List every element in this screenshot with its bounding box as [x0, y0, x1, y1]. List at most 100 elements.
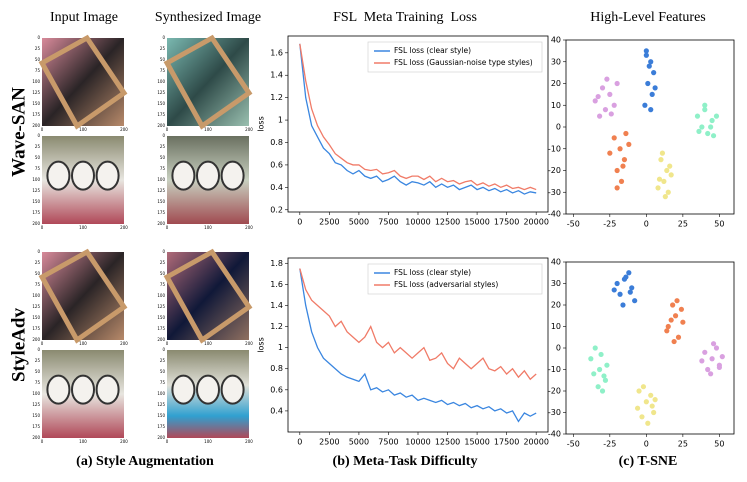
point: [597, 366, 603, 373]
point: [713, 345, 720, 351]
point: [699, 124, 705, 130]
point: [623, 130, 629, 137]
point: [604, 362, 610, 368]
image-tick: 125: [32, 90, 40, 95]
image-tick: 125: [157, 402, 165, 407]
image-tick: 25: [160, 46, 166, 51]
y-tick-label: 0: [556, 344, 561, 353]
image-tick: 200: [120, 341, 128, 346]
y-tick-label: 20: [551, 301, 561, 310]
image-tick: 0: [41, 127, 44, 132]
x-tick-label: 12500: [435, 438, 460, 447]
image-tick: 175: [157, 424, 165, 429]
point: [614, 280, 620, 287]
point: [651, 70, 657, 76]
y-axis-label: loss: [257, 337, 266, 352]
point: [604, 76, 610, 82]
point: [643, 48, 649, 54]
x-tick-label: 15000: [464, 438, 489, 447]
image-tick: 200: [120, 225, 128, 230]
x-tick-label: 7500: [378, 438, 398, 447]
image-tick: 75: [35, 166, 41, 171]
image-tick: 200: [157, 337, 165, 342]
point: [708, 371, 714, 377]
x-tick-label: 50: [714, 220, 724, 229]
point: [652, 85, 658, 91]
y-tick-label: 0.8: [270, 138, 283, 147]
point: [702, 102, 708, 108]
legend-label: FSL loss (clear style): [394, 46, 471, 55]
point: [708, 124, 714, 130]
y-tick-label: -10: [548, 365, 561, 374]
image-tick: 150: [157, 199, 165, 204]
legend-label: FSL loss (Gaussian-noise type styles): [394, 58, 533, 67]
point: [618, 178, 625, 184]
point: [664, 167, 670, 174]
image-tick: 200: [245, 127, 253, 132]
point: [652, 397, 658, 403]
image-tick: 25: [160, 260, 166, 265]
header-features: High-Level Features: [590, 10, 705, 25]
y-tick-label: 30: [551, 279, 561, 288]
x-tick-label: 25: [678, 220, 688, 229]
image-tick: 200: [120, 439, 128, 444]
caption: (c) T-SNE: [619, 454, 678, 469]
image-tick: 50: [160, 155, 166, 160]
image-dog: [71, 160, 95, 191]
image-tick: 50: [35, 369, 41, 374]
image-tick: 0: [37, 133, 40, 138]
image-tick: 50: [35, 57, 41, 62]
image-tick: 0: [162, 347, 165, 352]
image-tick: 200: [32, 123, 40, 128]
point: [671, 338, 677, 345]
point: [668, 317, 674, 323]
point: [611, 102, 617, 108]
image-tick: 100: [79, 341, 87, 346]
x-tick-label: 25: [678, 440, 688, 449]
point: [702, 107, 708, 113]
x-tick-label: 2500: [319, 218, 339, 227]
axes: [565, 261, 735, 435]
point: [678, 306, 685, 312]
header-input: Input Image: [50, 10, 118, 25]
image-frame: [38, 34, 128, 130]
y-tick-label: -30: [548, 188, 561, 197]
image-tick: 0: [37, 249, 40, 254]
image-tick: 100: [32, 79, 40, 84]
point: [645, 80, 651, 87]
x-tick-label: 20000: [523, 218, 548, 227]
point: [627, 289, 633, 295]
image-tick: 175: [32, 112, 40, 117]
image-tick: 50: [160, 57, 166, 62]
x-tick-label: 17500: [494, 218, 519, 227]
image-tick: 25: [160, 144, 166, 149]
point: [632, 298, 638, 304]
image-tick: 0: [41, 341, 44, 346]
image-frame: [38, 248, 128, 344]
image-tick: 150: [32, 413, 40, 418]
image-tick: 175: [157, 326, 165, 331]
image-tick: 175: [32, 210, 40, 215]
x-tick-label: 20000: [523, 438, 548, 447]
x-tick-label: 5000: [349, 218, 369, 227]
y-tick-label: 0.4: [270, 406, 283, 415]
image-tick: 75: [160, 282, 166, 287]
point: [674, 298, 680, 304]
image-tick: 100: [79, 127, 87, 132]
y-tick-label: -20: [548, 166, 561, 175]
point: [709, 117, 715, 124]
y-tick-label: -10: [548, 144, 561, 153]
point: [664, 328, 670, 334]
legend-label: FSL loss (adversarial styles): [394, 280, 498, 289]
point: [649, 91, 655, 97]
image-tick: 125: [32, 304, 40, 309]
image-tick: 100: [157, 177, 165, 182]
image-tick: 200: [120, 127, 128, 132]
image-dog: [196, 160, 220, 191]
point: [667, 163, 673, 169]
line: [299, 43, 537, 191]
image-dog: [46, 374, 71, 405]
x-tick-label: 5000: [349, 438, 369, 447]
image-dog: [220, 374, 245, 405]
